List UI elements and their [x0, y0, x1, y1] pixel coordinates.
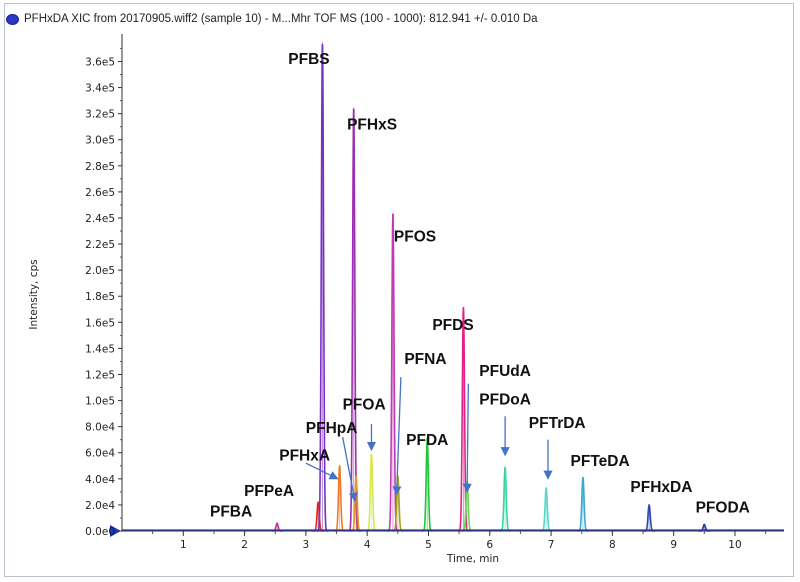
compound-label: PFTeDA: [571, 453, 630, 470]
x-tick-label: 1: [180, 539, 187, 551]
compound-label: PFDoA: [479, 391, 531, 408]
y-tick-label: 8.0e4: [85, 422, 115, 434]
y-tick-label: 2.8e5: [85, 161, 115, 173]
x-tick-label: 10: [728, 539, 741, 551]
blue-dot-icon: [6, 13, 19, 25]
compound-label: PFUdA: [479, 363, 531, 380]
compound-label: PFOS: [394, 228, 436, 245]
y-tick-label: 4.0e4: [85, 474, 115, 486]
x-tick-label: 9: [670, 539, 677, 551]
y-tick-label: 1.0e5: [85, 396, 115, 408]
y-tick-label: 3.4e5: [85, 83, 115, 95]
y-tick-label: 1.2e5: [85, 369, 115, 381]
y-tick-label: 2.0e5: [85, 265, 115, 277]
compound-label: PFHxA: [279, 448, 330, 465]
x-tick-label: 3: [303, 539, 310, 551]
compound-label: PFDA: [406, 432, 448, 449]
chart-frame: [4, 3, 794, 577]
y-tick-label: 2.4e5: [85, 213, 115, 225]
y-tick-label: 3.6e5: [85, 56, 115, 68]
compound-label: PFHxS: [347, 116, 397, 133]
x-tick-label: 6: [486, 539, 493, 551]
annotation-arrow: [305, 462, 339, 480]
x-tick-label: 7: [548, 539, 555, 551]
y-tick-label: 1.6e5: [85, 317, 115, 329]
chart-header: PFHxDA XIC from 20170905.wiff2 (sample 1…: [6, 8, 538, 30]
compound-label: PFNA: [404, 351, 446, 368]
y-axis-title: Intensity, cps: [28, 259, 40, 329]
compound-label: PFHpA: [306, 420, 358, 437]
y-tick-label: 2.6e5: [85, 187, 115, 199]
compound-label: PFOA: [343, 397, 386, 414]
chart-title: PFHxDA XIC from 20170905.wiff2 (sample 1…: [24, 13, 538, 25]
y-tick-label: 6.0e4: [85, 448, 115, 460]
y-tick-label: 2.2e5: [85, 239, 115, 251]
compound-label: PFDS: [432, 317, 473, 334]
compound-label: PFHxDA: [630, 479, 692, 496]
annotation-arrow: [462, 383, 472, 493]
x-tick-label: 4: [364, 539, 371, 551]
y-tick-label: 2.0e4: [85, 500, 115, 512]
zero-marker-icon: [110, 525, 121, 537]
axes-layer: [110, 34, 784, 537]
x-axis-title: Time, min: [446, 553, 499, 565]
compound-label: PFTrDA: [529, 415, 586, 432]
y-tick-label: 3.2e5: [85, 109, 115, 121]
compound-label: PFODA: [696, 500, 750, 517]
y-tick-label: 0.0e0: [85, 526, 115, 538]
compound-label: PFPeA: [244, 483, 294, 500]
x-tick-label: 8: [609, 539, 616, 551]
ticks-layer: 0.0e0 2.0e4 4.0e4 6.0e4 8.0e4 1.0e5 1.2e5 1.4e5…: [85, 47, 767, 551]
x-tick-label: 2: [241, 539, 248, 551]
y-tick-label: 1.4e5: [85, 343, 115, 355]
annotation-arrow: [392, 377, 402, 496]
compound-label: PFBS: [288, 51, 329, 68]
compound-label: PFBA: [210, 504, 252, 521]
annotation-arrow: [342, 436, 358, 502]
x-tick-label: 5: [425, 539, 432, 551]
compound-labels: PFBS PFHxS PFOS PFDS PFNA PFUdA PFOA PFDoA PFHpA…: [210, 51, 750, 521]
y-tick-label: 1.8e5: [85, 291, 115, 303]
y-tick-label: 3.0e5: [85, 135, 115, 147]
arrows-layer: [305, 377, 553, 502]
peaks-layer: [122, 41, 784, 532]
